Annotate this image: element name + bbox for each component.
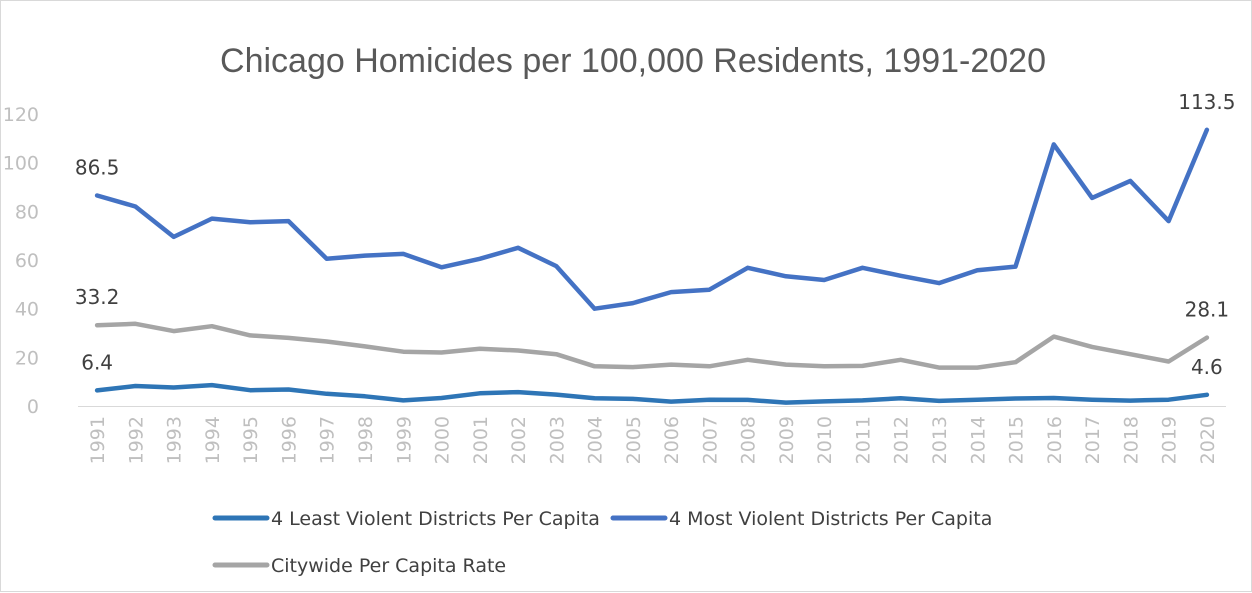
x-tick-label: 2001 [470, 416, 492, 464]
x-tick-label: 2010 [814, 416, 836, 464]
legend-label: 4 Least Violent Districts Per Capita [271, 508, 600, 530]
data-labels: 6.4 4.6 86.5 113.5 33.2 28.1 [75, 90, 1236, 379]
x-tick-label: 2015 [1006, 416, 1028, 464]
y-tick-label: 40 [15, 299, 39, 321]
legend-label: Citywide Per Capita Rate [271, 555, 506, 577]
data-label: 86.5 [75, 156, 120, 180]
x-tick-label: 2000 [432, 416, 454, 464]
y-tick-label: 20 [15, 347, 39, 369]
x-tick-label: 1999 [393, 416, 415, 464]
y-tick-label: 60 [15, 250, 39, 272]
x-tick-label: 2008 [738, 416, 760, 464]
x-tick-label: 2005 [623, 416, 645, 464]
x-tick-label: 2014 [967, 416, 989, 464]
x-tick-label: 1996 [278, 416, 300, 464]
x-tick-label: 2012 [891, 416, 913, 464]
y-tick-label: 0 [27, 396, 39, 418]
x-tick-label: 1992 [125, 416, 147, 464]
x-tick-label: 2016 [1044, 416, 1066, 464]
x-tick-label: 2003 [546, 416, 568, 464]
y-tick-label: 100 [3, 153, 39, 175]
data-label: 6.4 [81, 350, 113, 374]
chart-title: Chicago Homicides per 100,000 Residents,… [220, 42, 1046, 80]
x-tick-label: 2002 [508, 416, 530, 464]
data-label: 28.1 [1185, 298, 1230, 322]
series-line [94, 127, 1210, 311]
x-tick-label: 1995 [240, 416, 262, 464]
legend: 4 Least Violent Districts Per Capita 4 Mo… [212, 508, 992, 577]
x-tick-label: 2009 [776, 416, 798, 464]
y-tick-label: 120 [3, 104, 39, 126]
x-tick-label: 2011 [852, 416, 874, 464]
x-tick-label: 2007 [699, 416, 721, 464]
x-tick-label: 1998 [355, 416, 377, 464]
x-tick-label: 2006 [661, 416, 683, 464]
x-tick-label: 1993 [164, 416, 186, 464]
y-axis-ticks: 0 20 40 60 80 100 120 [3, 104, 39, 418]
series-line [94, 382, 1210, 405]
series-lines [94, 127, 1210, 405]
x-axis: 1991 1992 1993 1994 1995 1996 1997 1998 1999 2000… [78, 406, 1226, 464]
series-line [94, 321, 1210, 370]
data-label: 113.5 [1178, 90, 1235, 114]
data-label: 33.2 [75, 285, 120, 309]
x-tick-label: 2019 [1159, 416, 1181, 464]
data-label: 4.6 [1191, 355, 1223, 379]
x-tick-label: 2020 [1197, 416, 1219, 464]
x-tick-label: 2018 [1120, 416, 1142, 464]
x-tick-label: 2017 [1082, 416, 1104, 464]
x-tick-label: 1994 [202, 416, 224, 464]
x-tick-label: 1991 [87, 416, 109, 464]
x-tick-label: 2004 [585, 416, 607, 464]
x-tick-label: 2013 [929, 416, 951, 464]
legend-label: 4 Most Violent Districts Per Capita [669, 508, 992, 530]
y-tick-label: 80 [15, 201, 39, 223]
x-tick-label: 1997 [317, 416, 339, 464]
